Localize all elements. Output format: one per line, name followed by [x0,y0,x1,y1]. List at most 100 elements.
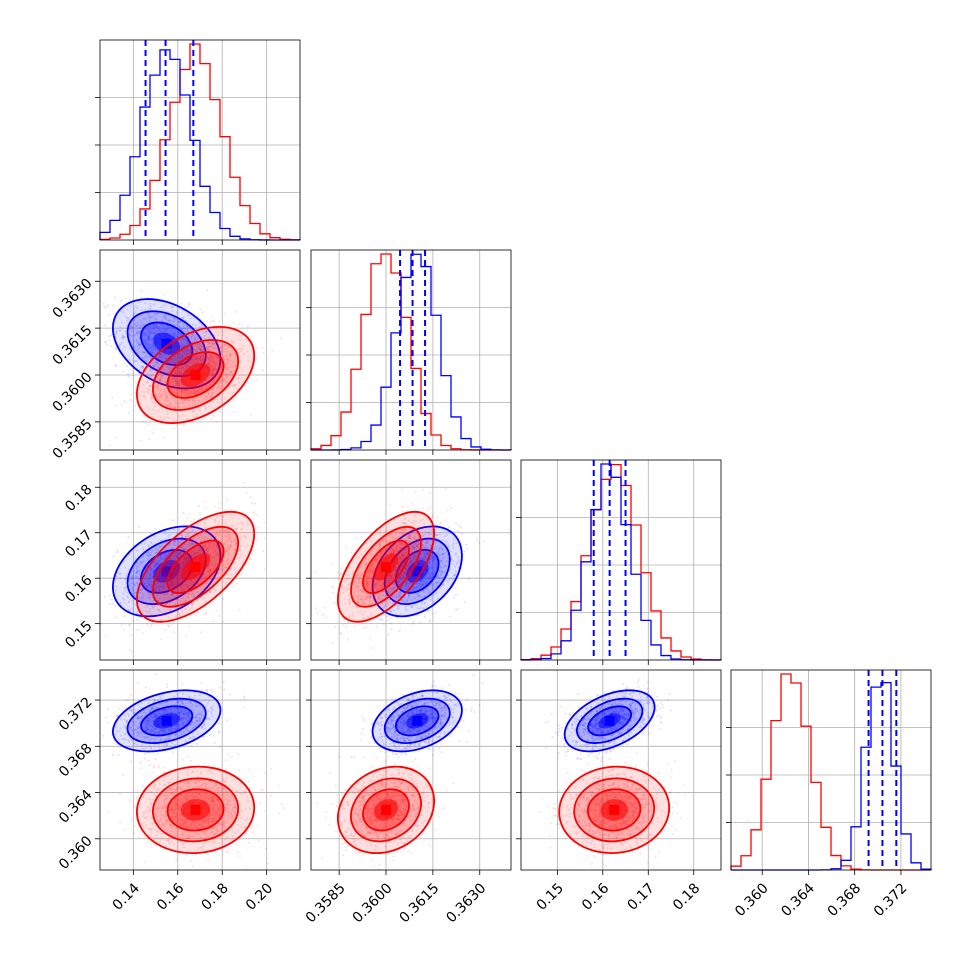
sample-point [141,587,144,590]
sample-point [232,384,235,387]
sample-point [212,391,215,394]
sample-point [172,558,175,561]
sample-point [151,570,154,573]
sample-point [186,347,189,350]
sample-point [209,368,212,371]
sample-point [180,366,183,369]
sample-point [187,534,190,537]
sample-point [186,517,189,520]
sample-point [233,369,236,372]
sample-point [205,330,208,333]
sample-point [200,359,203,362]
sample-point [138,344,141,347]
sample-point [151,316,154,319]
sample-point [217,349,220,352]
sample-point [135,332,138,335]
sample-point [219,401,222,404]
sample-point [174,551,177,554]
sample-point [145,551,148,554]
sample-point [249,365,252,368]
sample-point [463,601,466,604]
sample-point [185,353,188,356]
sample-point [217,384,220,387]
sample-point [187,341,190,344]
sample-point [104,340,107,343]
sample-point [150,613,153,616]
sample-point [172,540,175,543]
sample-point [124,589,127,592]
sample-point [148,384,151,387]
sample-point [120,404,123,407]
sample-point [181,338,184,341]
sample-point [255,514,258,517]
sample-point [168,329,171,332]
axes-frame [99,39,301,241]
sample-point [197,346,200,349]
sample-point [170,558,173,561]
sample-point [149,608,152,611]
sample-point [209,365,212,368]
sample-point [212,365,215,368]
sample-point [219,346,222,349]
sample-point [123,335,126,338]
sample-point [149,331,152,334]
sample-point [192,356,195,359]
sample-point [223,542,226,545]
sample-point [352,544,355,547]
y-tick-label: 0.3600 [50,369,96,415]
sample-point [134,392,137,395]
sample-point [107,304,110,307]
sample-point [141,351,144,354]
sample-point [181,597,184,600]
sample-point [184,634,187,637]
sample-point [189,352,192,355]
sample-point [155,312,158,315]
sample-point [145,610,148,613]
sample-point [185,556,188,559]
sample-point [198,356,201,359]
sample-point [177,321,180,324]
sample-point [187,417,190,420]
sample-point [203,334,206,337]
sample-point [225,363,228,366]
sample-point [215,420,218,423]
sample-point [155,564,158,567]
sample-point [434,523,437,526]
sample-point [203,337,206,340]
sample-point [154,584,157,587]
sample-point [200,549,203,552]
sample-point [127,535,130,538]
sample-point [181,355,184,358]
sample-point [127,318,130,321]
sample-point [164,316,167,319]
sample-point [182,386,185,389]
sample-point [193,531,196,534]
sample-point [114,577,117,580]
sample-point [158,358,161,361]
sample-point [187,303,190,306]
sample-point [224,350,227,353]
sample-point [149,568,152,571]
sample-point [214,377,217,380]
sample-point [216,401,219,404]
sample-point [148,346,151,349]
sample-point [201,418,204,421]
density-contour [111,298,222,390]
sample-point [145,343,148,346]
sample-point [152,599,155,602]
sample-point [207,362,210,365]
sample-point [198,387,201,390]
sample-point [167,367,170,370]
sample-point [184,388,187,391]
sample-point [170,397,173,400]
sample-point [149,343,152,346]
sample-point [239,347,242,350]
sample-point [179,357,182,360]
sample-point [229,353,232,356]
sample-point [129,304,132,307]
sample-point [119,572,122,575]
sample-point [182,401,185,404]
sample-point [184,355,187,358]
sample-point [161,323,164,326]
sample-point [205,548,208,551]
